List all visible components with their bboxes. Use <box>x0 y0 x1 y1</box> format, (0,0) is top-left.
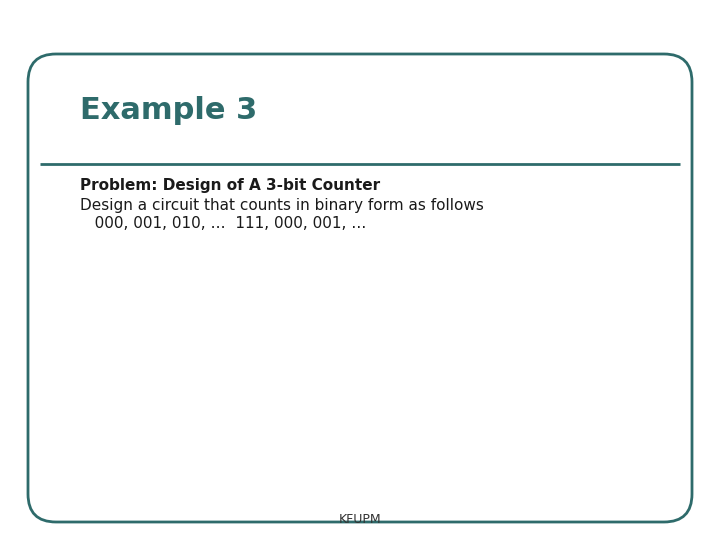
Text: Problem: Design of A 3-bit Counter: Problem: Design of A 3-bit Counter <box>80 178 380 193</box>
FancyBboxPatch shape <box>28 54 692 522</box>
Text: 000, 001, 010, …  111, 000, 001, …: 000, 001, 010, … 111, 000, 001, … <box>80 216 366 231</box>
Text: KFUPM: KFUPM <box>338 513 382 526</box>
Text: Design a circuit that counts in binary form as follows: Design a circuit that counts in binary f… <box>80 198 484 213</box>
Text: Example 3: Example 3 <box>80 96 257 125</box>
